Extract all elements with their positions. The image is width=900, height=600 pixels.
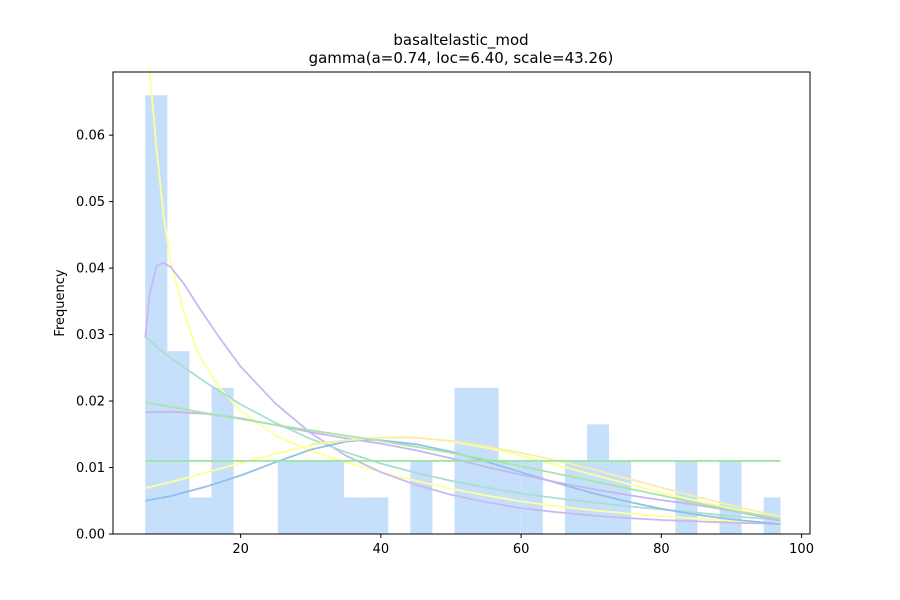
histogram-bar-24 [675, 460, 698, 534]
x-tick-label: 20 [232, 542, 249, 557]
y-tick-label: 0.00 [76, 528, 105, 543]
x-tick-label: 60 [513, 542, 530, 557]
plot-frame [112, 71, 811, 535]
y-axis-label: Frequency [53, 269, 68, 336]
chart-subtitle: gamma(a=0.74, loc=6.40, scale=43.26) [309, 49, 614, 67]
histogram-bar-10 [366, 497, 389, 534]
histogram-bar-12 [410, 460, 433, 534]
y-tick-label: 0.03 [76, 328, 105, 343]
fit-curve-7 [145, 401, 781, 520]
x-tick-label: 40 [373, 542, 390, 557]
histogram-bar-16 [498, 460, 521, 534]
histogram-bar-6 [277, 460, 300, 534]
y-tick-label: 0.06 [76, 129, 105, 144]
y-axis: 0.00 0.01 0.02 0.03 0.04 0.05 0.06 [76, 129, 113, 543]
histogram-bar-17 [520, 460, 543, 534]
histogram-bar-2 [189, 497, 212, 534]
fit-curve-1 [144, 261, 781, 525]
histogram-bar-8 [321, 460, 345, 534]
histogram-bar-1 [167, 351, 190, 534]
histogram-bar-20 [587, 424, 610, 534]
fit-curve-3 [145, 438, 781, 525]
y-tick-label: 0.05 [76, 195, 105, 210]
fit-curve-6 [310, 436, 781, 518]
x-axis: 20 40 60 80 100 [232, 534, 814, 557]
x-tick-label: 80 [653, 542, 670, 557]
fitted-curves [144, 68, 781, 525]
histogram-bar-21 [609, 460, 632, 534]
histogram-bar-9 [344, 497, 367, 534]
y-tick-label: 0.04 [76, 262, 105, 277]
x-tick-label: 100 [789, 542, 814, 557]
chart-title: basaltelastic_mod [393, 31, 528, 50]
histogram-bar-0 [145, 95, 168, 535]
y-tick-label: 0.01 [76, 461, 105, 476]
histogram-bar-28 [763, 497, 781, 534]
histogram-bar-7 [299, 460, 322, 534]
y-tick-label: 0.02 [76, 395, 105, 410]
